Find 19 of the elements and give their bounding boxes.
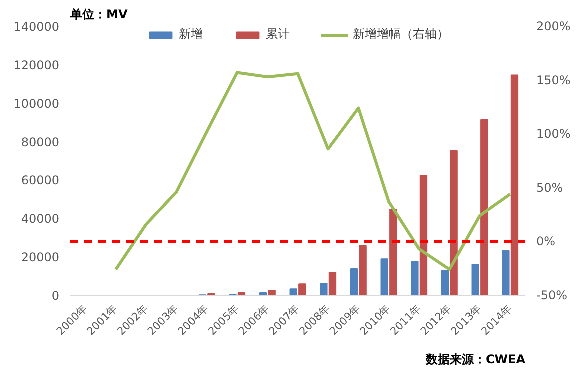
y-tick-label: 0 [52,289,60,303]
source-note: 数据来源：CWEA [424,352,526,366]
y-tick-label: 60000 [21,174,60,188]
y-tick-label: 40000 [21,212,60,226]
legend-label: 累计 [266,26,290,43]
y2-tick-label: 50% [536,180,564,195]
y2-tick-label: 100% [536,127,571,142]
y-tick-label: 140000 [14,20,60,34]
y-tick-label: 80000 [21,135,60,150]
legend-label: 新增 [179,26,203,43]
y2-tick-label: -50% [536,288,568,302]
text: 单位：MV [70,8,128,22]
y-tick-label: 100000 [14,96,60,111]
y2-tick-label: 200% [536,20,571,34]
y2-tick-label: 150% [536,73,571,88]
legend-label: 新增增幅（右轴） [353,26,449,43]
y2-tick-label: 0% [536,234,556,249]
y-tick-label: 120000 [14,58,60,72]
y-tick-label: 20000 [21,250,60,265]
